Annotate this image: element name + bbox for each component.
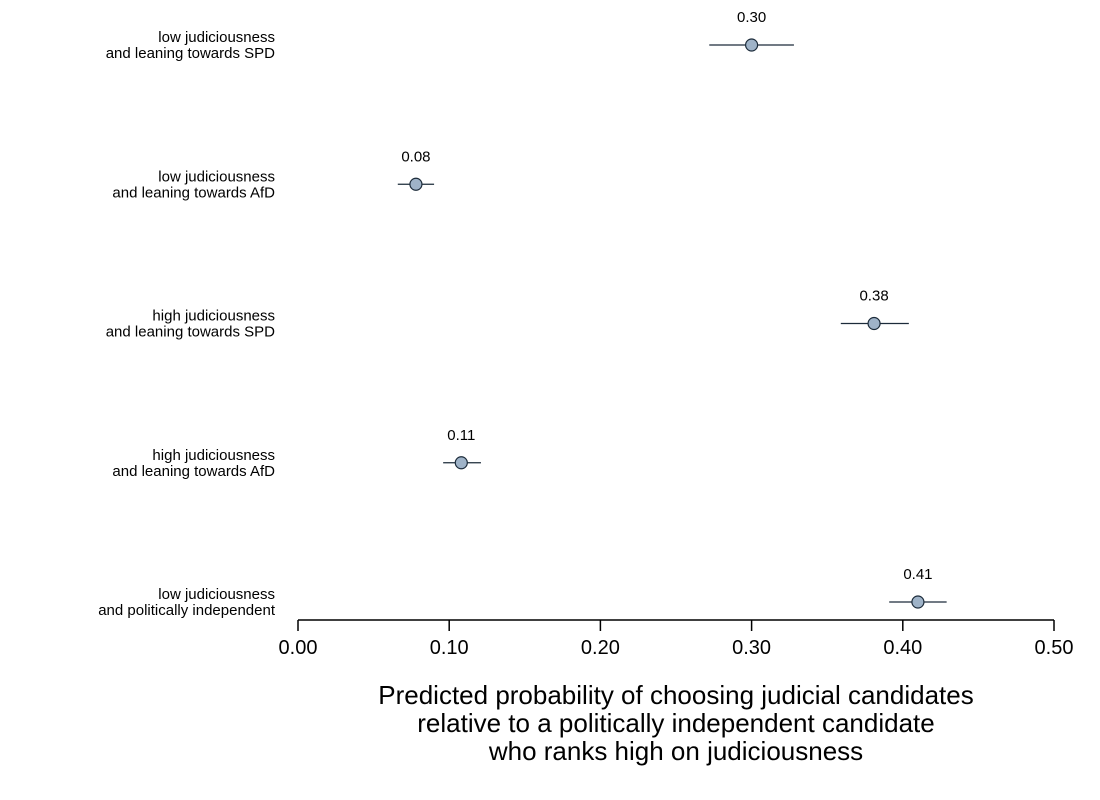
category-label: low judiciousness and politically indepen… <box>98 586 276 619</box>
category-label-line: low judiciousness <box>158 29 275 46</box>
category-label-line: low judiciousness <box>158 168 275 185</box>
x-axis-label: Predicted probability of choosing judici… <box>378 680 973 766</box>
category-label: high judiciousness and leaning towards SP… <box>106 308 275 341</box>
x-axis-title-line: who ranks high on judiciousness <box>488 736 863 766</box>
x-tick-label: 0.10 <box>430 637 469 659</box>
x-tick-label: 0.30 <box>732 637 771 659</box>
x-axis-title-line: relative to a politically independent ca… <box>417 708 934 738</box>
point-estimate-marker <box>454 456 468 470</box>
category-label-line: high judiciousness <box>152 447 275 464</box>
point-estimate-marker <box>867 316 881 331</box>
data-label: 0.08 <box>401 148 430 165</box>
x-axis: 0.00 0.10 0.20 0.30 0.40 0.50 <box>279 619 1074 659</box>
category-label-line: and leaning towards AfD <box>112 184 275 201</box>
x-tick-label: 0.20 <box>581 637 620 659</box>
point-estimate-marker <box>409 177 423 191</box>
category-label-line: and leaning towards SPD <box>106 45 275 62</box>
point-estimate-marker <box>744 38 759 52</box>
category-row: low judiciousness and leaning towards AfD… <box>112 148 435 201</box>
category-label-line: high judiciousness <box>152 308 275 325</box>
x-tick-label: 0.00 <box>279 637 318 659</box>
category-label-line: low judiciousness <box>158 586 275 603</box>
data-label: 0.30 <box>737 9 766 26</box>
category-label: low judiciousness and leaning towards SPD <box>106 29 275 62</box>
category-row: high judiciousness and leaning towards Af… <box>112 427 481 480</box>
x-tick-label: 0.50 <box>1035 637 1074 659</box>
data-label: 0.11 <box>447 427 475 444</box>
category-row: low judiciousness and politically indepen… <box>98 566 947 619</box>
x-axis-ticks: 0.00 0.10 0.20 0.30 0.40 0.50 <box>279 620 1074 659</box>
category-label: low judiciousness and leaning towards AfD <box>112 168 275 201</box>
data-label: 0.41 <box>903 566 932 583</box>
category-label-line: and politically independent <box>98 602 276 619</box>
rows-layer: low judiciousness and leaning towards SPD… <box>98 9 947 619</box>
x-tick-label: 0.40 <box>883 637 922 659</box>
category-row: low judiciousness and leaning towards SPD… <box>106 9 794 62</box>
point-estimate-marker <box>911 595 925 609</box>
category-label-line: and leaning towards AfD <box>112 463 275 480</box>
category-row: high judiciousness and leaning towards SP… <box>106 288 909 341</box>
x-axis-title: Predicted probability of choosing judici… <box>378 680 973 766</box>
data-label: 0.38 <box>859 288 888 305</box>
category-label: high judiciousness and leaning towards Af… <box>112 447 275 480</box>
category-label-line: and leaning towards SPD <box>106 324 275 341</box>
x-axis-title-line: Predicted probability of choosing judici… <box>378 680 973 710</box>
